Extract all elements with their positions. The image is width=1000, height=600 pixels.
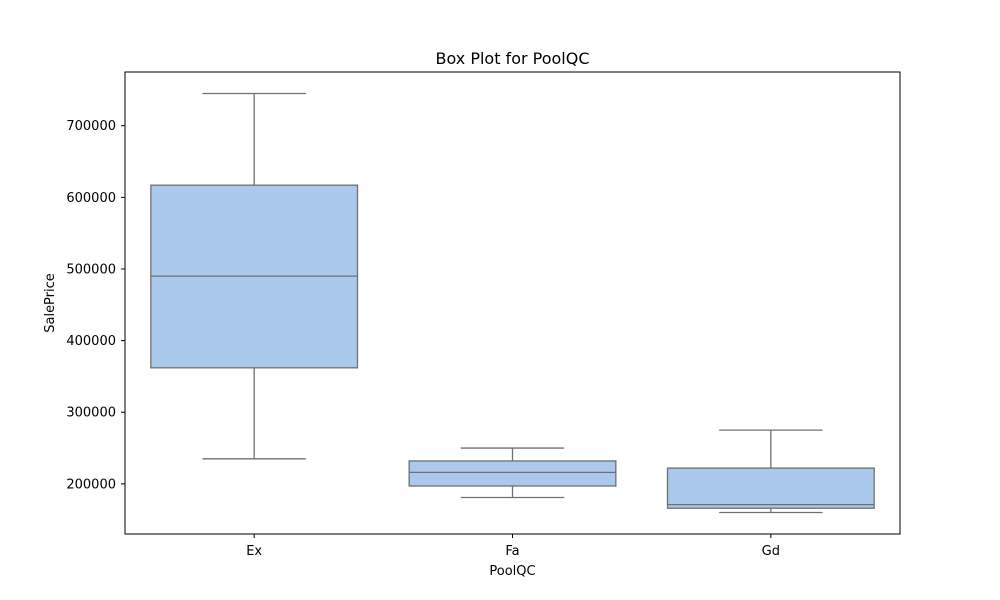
x-tick-label: Gd [762, 544, 780, 559]
x-axis-ticks: Ex Fa Gd [246, 534, 780, 559]
y-tick-label: 400000 [66, 334, 116, 349]
plot-frame [124, 71, 901, 535]
plot-marks [150, 92, 875, 514]
box-fa [408, 447, 617, 499]
y-tick-label: 700000 [66, 119, 116, 134]
y-tick-label: 600000 [66, 191, 116, 206]
box-body-fa [408, 460, 617, 487]
y-tick-label: 300000 [66, 406, 116, 421]
box-ex [150, 92, 359, 460]
x-tick-label: Fa [505, 544, 519, 559]
chart-title: Box Plot for PoolQC [435, 49, 589, 68]
y-axis-label: SalePrice [43, 273, 58, 333]
x-tick-label: Ex [246, 544, 262, 559]
box-gd [666, 429, 875, 514]
box-body-gd [666, 467, 875, 509]
x-axis-label: PoolQC [489, 564, 535, 579]
y-axis-ticks: 200000 300000 400000 500000 600000 700000 [66, 119, 125, 492]
y-tick-label: 200000 [66, 477, 116, 492]
y-tick-label: 500000 [66, 262, 116, 277]
